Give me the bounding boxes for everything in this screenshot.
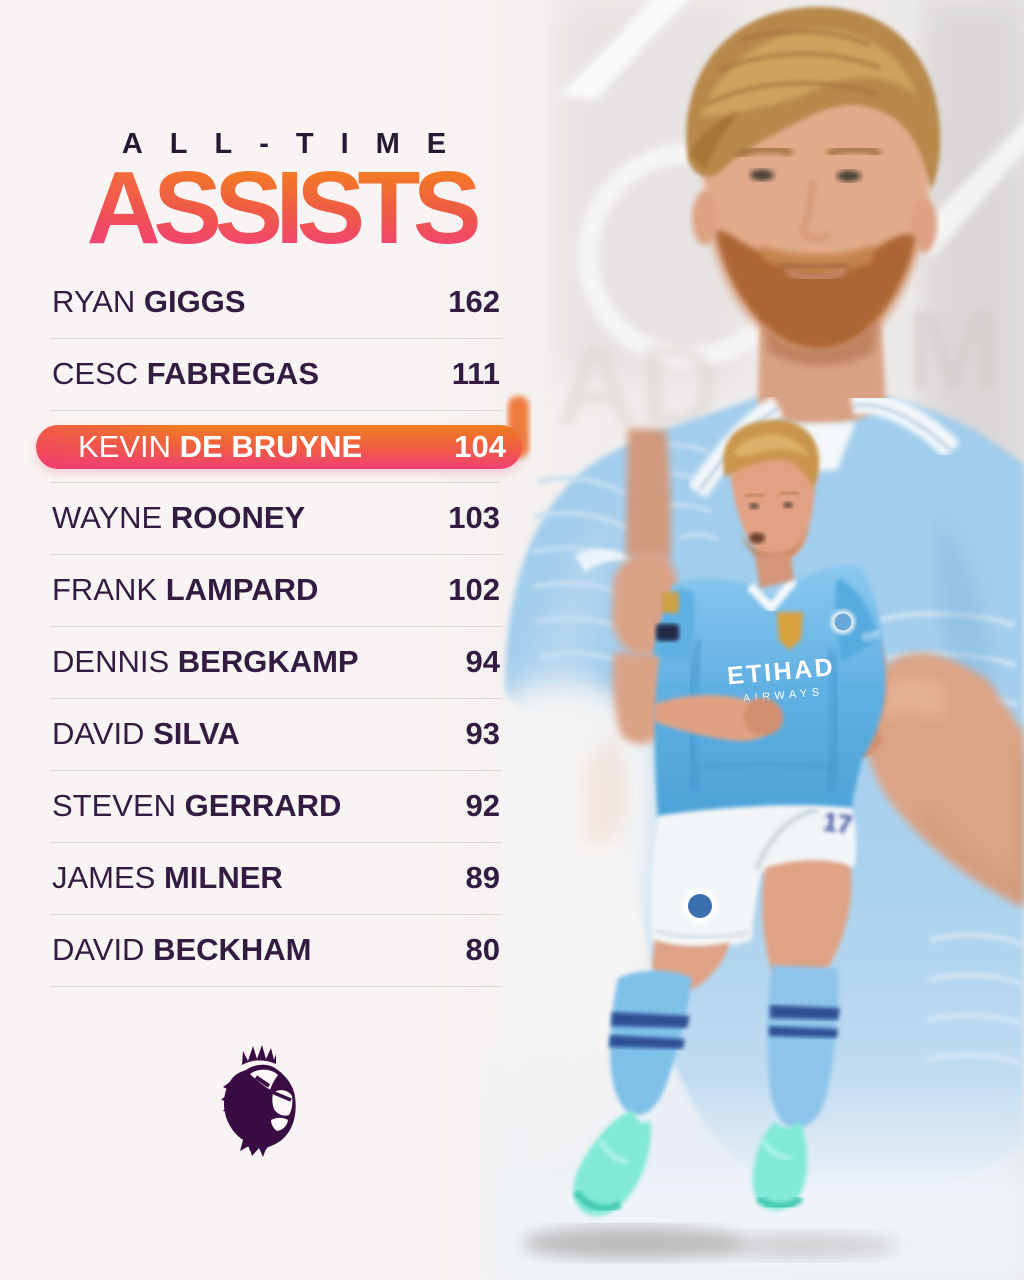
svg-text:M: M — [905, 287, 1001, 415]
svg-text:17: 17 — [821, 806, 854, 840]
svg-text:CIT: CIT — [862, 630, 881, 644]
